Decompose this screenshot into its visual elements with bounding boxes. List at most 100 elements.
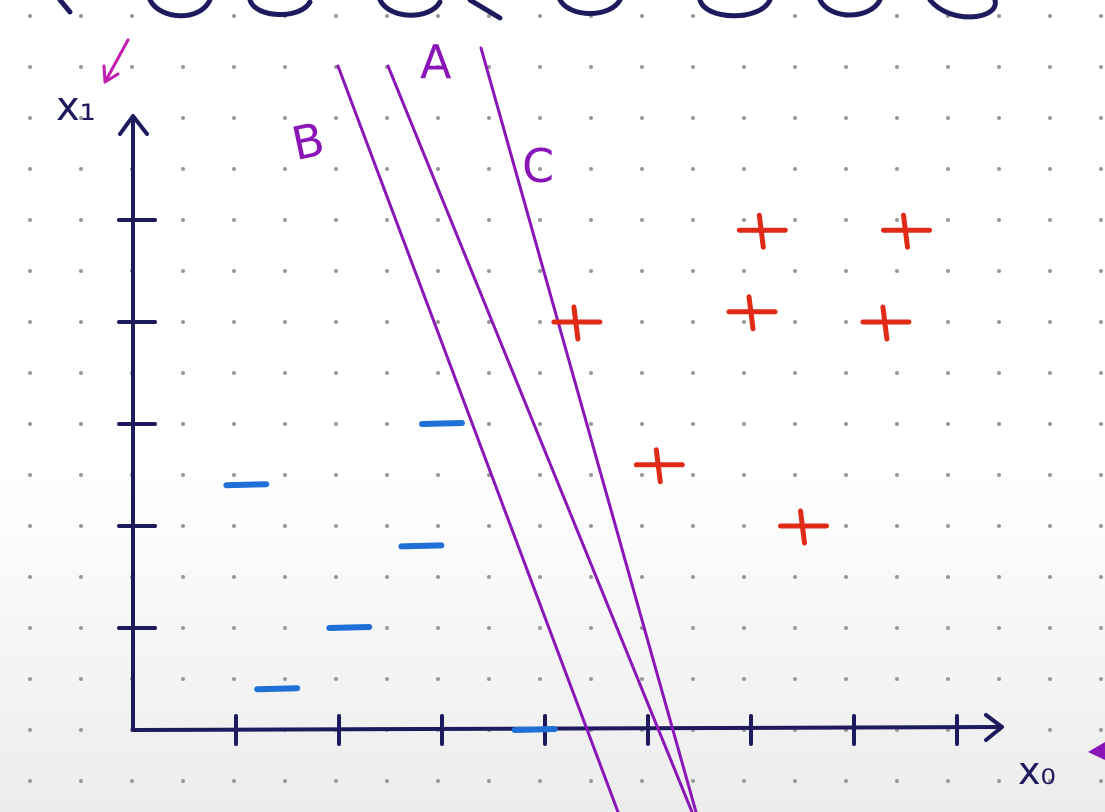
grid-dot bbox=[385, 371, 389, 375]
grid-dot bbox=[79, 524, 83, 528]
grid-dot bbox=[436, 14, 440, 18]
grid-dot bbox=[283, 524, 287, 528]
grid-dot bbox=[589, 626, 593, 630]
grid-dot bbox=[844, 269, 848, 273]
grid-dot bbox=[28, 575, 32, 579]
grid-dot bbox=[283, 269, 287, 273]
grid-dot bbox=[232, 14, 236, 18]
grid-dot bbox=[946, 575, 950, 579]
grid-dot bbox=[283, 422, 287, 426]
grid-dot bbox=[28, 626, 32, 630]
grid-dot bbox=[436, 320, 440, 324]
grid-dot bbox=[1048, 677, 1052, 681]
positive-point bbox=[736, 212, 788, 250]
grid-dot bbox=[1048, 218, 1052, 222]
grid-dot bbox=[589, 167, 593, 171]
grid-dot bbox=[589, 269, 593, 273]
negative-point bbox=[419, 420, 465, 427]
x-axis bbox=[131, 725, 1002, 732]
cropped-title-scribble bbox=[57, 0, 998, 21]
grid-dot bbox=[130, 14, 134, 18]
grid-dot bbox=[436, 575, 440, 579]
grid-dot bbox=[1048, 320, 1052, 324]
grid-dot bbox=[1048, 473, 1052, 477]
grid-dot bbox=[436, 167, 440, 171]
grid-dot bbox=[997, 320, 1001, 324]
grid-dot bbox=[487, 320, 491, 324]
grid-dot bbox=[181, 218, 185, 222]
grid-dot bbox=[997, 371, 1001, 375]
grid-dot bbox=[538, 116, 542, 120]
grid-dot bbox=[691, 218, 695, 222]
grid-dot bbox=[334, 779, 338, 783]
grid-dot bbox=[1099, 422, 1103, 426]
grid-dot bbox=[232, 779, 236, 783]
grid-dot bbox=[640, 524, 644, 528]
grid-dot bbox=[385, 422, 389, 426]
grid-dot bbox=[640, 677, 644, 681]
grid-dot bbox=[487, 575, 491, 579]
grid-dot bbox=[742, 65, 746, 69]
grid-dot bbox=[385, 167, 389, 171]
grid-dot bbox=[181, 167, 185, 171]
grid-dot bbox=[436, 626, 440, 630]
grid-dot bbox=[28, 677, 32, 681]
grid-dot bbox=[79, 65, 83, 69]
grid-dot bbox=[1048, 14, 1052, 18]
grid-dot bbox=[1099, 218, 1103, 222]
grid-dot bbox=[538, 167, 542, 171]
grid-dot bbox=[283, 473, 287, 477]
grid-dot bbox=[742, 677, 746, 681]
grid-dot bbox=[181, 371, 185, 375]
boundary-label-c: C bbox=[522, 139, 554, 193]
x-axis-arrowhead bbox=[984, 713, 1004, 742]
grid-dot bbox=[487, 779, 491, 783]
grid-dot bbox=[1048, 65, 1052, 69]
grid-dot bbox=[793, 779, 797, 783]
grid-dot bbox=[28, 371, 32, 375]
negative-point bbox=[398, 542, 445, 550]
grid-dot bbox=[589, 677, 593, 681]
grid-dot bbox=[334, 320, 338, 324]
grid-dot bbox=[742, 626, 746, 630]
positive-point bbox=[633, 447, 685, 485]
grid-dot bbox=[946, 371, 950, 375]
grid-dot bbox=[385, 524, 389, 528]
grid-dot bbox=[28, 167, 32, 171]
grid-dot bbox=[334, 677, 338, 681]
grid-dot bbox=[181, 320, 185, 324]
boundary-line-c bbox=[479, 46, 698, 812]
grid-dot bbox=[1099, 320, 1103, 324]
grid-dot bbox=[232, 167, 236, 171]
grid-dot bbox=[793, 65, 797, 69]
grid-dot bbox=[691, 422, 695, 426]
grid-dot bbox=[844, 575, 848, 579]
grid-dot bbox=[487, 269, 491, 273]
grid-dot bbox=[334, 575, 338, 579]
grid-dot bbox=[232, 65, 236, 69]
grid-dot bbox=[232, 524, 236, 528]
grid-dot bbox=[691, 116, 695, 120]
grid-dot bbox=[436, 524, 440, 528]
grid-dot bbox=[691, 575, 695, 579]
grid-dot bbox=[181, 473, 185, 477]
grid-dot bbox=[946, 422, 950, 426]
grid-dot bbox=[79, 728, 83, 732]
grid-dot bbox=[589, 422, 593, 426]
grid-dot bbox=[895, 218, 899, 222]
grid-dot bbox=[181, 626, 185, 630]
grid-dot bbox=[640, 218, 644, 222]
grid-dot bbox=[79, 626, 83, 630]
grid-dot bbox=[793, 575, 797, 579]
grid-dot bbox=[691, 320, 695, 324]
grid-dot bbox=[487, 371, 491, 375]
grid-dot bbox=[28, 524, 32, 528]
grid-dot bbox=[79, 422, 83, 426]
grid-dot bbox=[130, 779, 134, 783]
boundary-label-b: B bbox=[287, 112, 329, 171]
positive-point bbox=[881, 212, 932, 250]
grid-dot bbox=[1048, 626, 1052, 630]
grid-dot bbox=[79, 116, 83, 120]
grid-dot bbox=[640, 473, 644, 477]
